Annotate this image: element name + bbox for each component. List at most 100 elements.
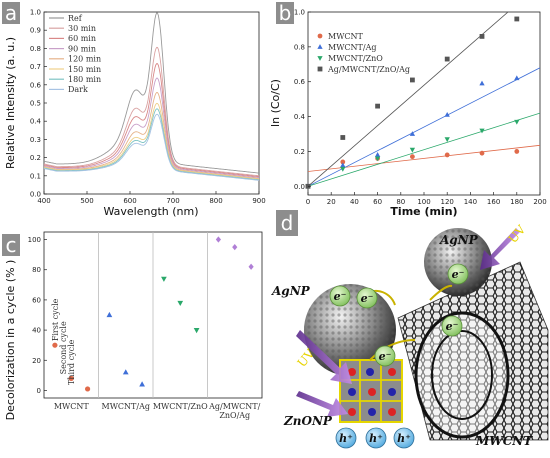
panel-b-label: b <box>279 1 292 25</box>
panel-a-x-tick-label: 600 <box>123 197 136 205</box>
panel-a-plot-frame <box>43 11 260 195</box>
panel-a-series-line-0 <box>43 12 260 174</box>
panel-b-x-tick-label: 200 <box>533 198 546 206</box>
panel-c-label: c <box>6 233 17 257</box>
panel-a-series-line-2 <box>43 63 260 178</box>
panel-a-legend-label: Dark <box>68 85 88 94</box>
electron-ball <box>374 345 396 367</box>
panel-a-series-line-5 <box>43 102 260 180</box>
panel-b-y-tick-label: 0.0 <box>294 183 305 191</box>
panel-b-data-point <box>444 56 450 62</box>
panel-a-y-tick-label: 0.2 <box>30 154 41 162</box>
panel-a-series-line-4 <box>43 92 260 179</box>
panel-c-y-tick-label: 100 <box>28 236 41 244</box>
panel-b-x-tick-label: 180 <box>510 198 523 206</box>
panel-c-category-label: MWCNT/ZnO <box>153 402 208 411</box>
panel-a-x-tick-label: 500 <box>80 197 93 205</box>
panel-c-y-tick-label: 20 <box>32 357 41 365</box>
panel-a-y-tick-label: 0.6 <box>30 81 42 89</box>
panel-a-label-box <box>2 2 20 24</box>
electron-label: e⁻ <box>446 320 459 333</box>
agnp-sphere-top-texture <box>424 228 492 296</box>
panel-a-x-axis-label: Wavelength (nm) <box>103 205 198 218</box>
panel-b-data-point <box>374 156 381 162</box>
panel-c-data-point <box>232 243 238 251</box>
panel-a-y-tick-label: 1.0 <box>30 9 41 17</box>
panel-a-y-tick-label: 0.4 <box>30 118 42 126</box>
panel-c-data-point <box>139 381 145 387</box>
panel-a-legend-label: Ref <box>68 14 83 23</box>
uv-light-arrows <box>296 228 520 417</box>
panel-a-legend-label: 120 min <box>68 55 101 64</box>
panel-c-data-point <box>68 375 74 381</box>
panel-c-cycle-label: Third cycle <box>67 339 76 385</box>
panel-c-y-tick-label: 0 <box>37 387 41 395</box>
panel-d-label: d <box>281 211 294 235</box>
panel-b-x-tick-label: 140 <box>464 198 477 206</box>
panel-d-schematic: d UV UV <box>271 210 549 449</box>
panel-b-data-point <box>479 128 485 134</box>
panel-a-x-tick-label: 900 <box>252 197 265 205</box>
panel-b-legend-marker <box>317 44 323 49</box>
panel-b-plot-frame <box>307 11 541 196</box>
panel-b-y-tick-label: 1.0 <box>294 9 305 17</box>
electron-label: e⁻ <box>379 350 392 363</box>
panel-c-data-point <box>52 342 58 348</box>
panel-b-data-point <box>479 80 485 86</box>
panel-b-legend-label: MWCNT <box>328 32 364 41</box>
panel-b-data-point <box>410 154 415 160</box>
panel-b-legend-label: MWCNT/Ag <box>328 43 376 52</box>
panel-b-y-axis-label: ln (Co/C) <box>269 79 282 127</box>
panel-b-label-box <box>276 2 294 24</box>
panel-c-category-label: MWCNT <box>54 402 90 411</box>
panel-a-y-tick-label: 0.5 <box>30 100 41 108</box>
panel-b-data-point <box>444 152 450 158</box>
panel-a-y-tick-label: 0.3 <box>30 136 41 144</box>
panel-a-series-line-1 <box>43 46 260 177</box>
panel-b-data-point <box>410 77 415 83</box>
panel-a-series-line-7 <box>43 113 259 181</box>
panel-b-data-point <box>444 137 450 143</box>
agnp-left-label: AgNP <box>271 284 311 298</box>
electron-ball <box>447 263 469 285</box>
panel-a-x-tick-label: 800 <box>209 197 222 205</box>
panel-c-data-point <box>215 236 221 243</box>
electron-markers: e⁻ e⁻ e⁻ e⁻ e⁻ <box>329 263 469 367</box>
panel-c-data-point <box>161 276 167 282</box>
hole-ball <box>365 427 387 449</box>
panel-b-data-point <box>340 135 346 140</box>
panel-b-fit-line-1 <box>308 67 540 187</box>
panel-c-data-point <box>177 300 184 307</box>
panel-a-legend-label: 180 min <box>68 75 101 84</box>
hole-markers: h⁺ h⁺ h⁺ <box>335 427 415 449</box>
panel-a-y-tick-label: 0.1 <box>30 172 41 180</box>
panel-a-legend-label: 90 min <box>68 44 96 53</box>
panel-a-legend-label: 30 min <box>68 24 96 33</box>
panel-b-data-point <box>409 131 416 136</box>
panel-c-category-label: Ag/MWCNT/ZnO/Ag <box>208 402 260 420</box>
panel-b-y-tick-label: 0.8 <box>294 43 305 51</box>
panel-a-spectra-chart: 400 500 600 700 800 900 0.0 0.1 0.2 0.3 0.4 0.5 0.6 0… <box>2 1 266 218</box>
panel-b-data-point <box>444 111 450 117</box>
panel-c-y-tick-label: 80 <box>32 266 41 274</box>
panel-b-x-tick-label: 20 <box>327 198 336 206</box>
panel-b-x-tick-label: 60 <box>373 198 382 206</box>
panel-b-x-tick-label: 120 <box>441 198 454 206</box>
panel-b-data-point <box>479 34 485 39</box>
panel-c-cycle-label: First cycle <box>51 298 60 341</box>
panel-d-label-box <box>276 210 298 236</box>
panel-b-legend-marker <box>317 66 323 72</box>
panel-b-x-tick-label: 160 <box>487 198 500 206</box>
panel-c-y-axis-label: Decolorization in a cycle (% ) <box>4 260 17 421</box>
panel-a-legend-label: 60 min <box>68 34 96 43</box>
panel-c-label-box <box>2 234 20 256</box>
panel-b-y-tick-label: 0.2 <box>294 148 305 156</box>
hole-ball <box>393 427 415 449</box>
hole-label: h⁺ <box>339 432 353 445</box>
agnp-top-label: AgNP <box>439 233 479 247</box>
panel-b-legend-marker <box>317 33 323 39</box>
panel-a-y-tick-label: 0.7 <box>30 63 41 71</box>
znonp-lattice-illustration <box>339 359 403 423</box>
agnp-sphere-left-texture <box>304 284 396 376</box>
panel-b-data-point <box>340 162 346 168</box>
